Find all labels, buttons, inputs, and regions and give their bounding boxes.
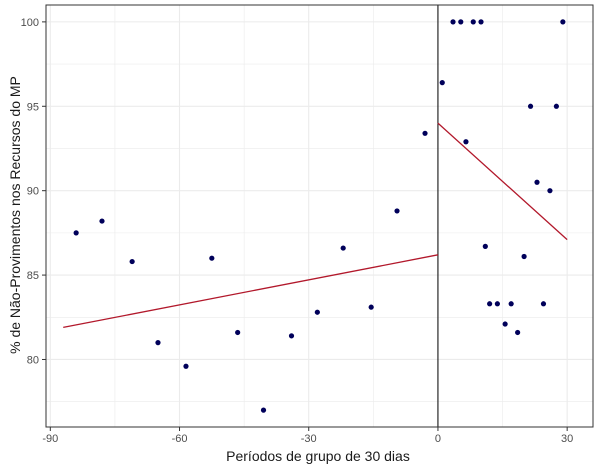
y-axis-ticks: 80 85 90 95 100 — [21, 17, 46, 366]
fit-lines — [63, 122, 568, 329]
data-point — [155, 340, 161, 346]
data-point — [422, 130, 428, 136]
data-point — [458, 19, 464, 25]
data-point — [340, 245, 346, 251]
data-point — [560, 19, 566, 25]
data-point — [209, 255, 215, 261]
data-point — [450, 19, 456, 25]
y-tick-label: 95 — [27, 101, 39, 113]
data-point — [494, 301, 500, 307]
data-point — [527, 103, 534, 109]
data-point — [129, 258, 135, 265]
data-point — [288, 333, 295, 339]
x-tick-label: 0 — [435, 433, 441, 445]
data-point — [439, 80, 445, 86]
data-point — [547, 188, 553, 194]
data-point — [260, 407, 267, 413]
y-axis-title: % de Não-Provimentos nos Recursos do MP — [7, 76, 23, 354]
data-point — [508, 301, 514, 307]
data-point — [515, 329, 521, 336]
x-tick-label: -30 — [301, 433, 317, 445]
y-tick-label: 80 — [27, 354, 39, 366]
data-point — [540, 301, 547, 307]
x-tick-label: -60 — [172, 433, 188, 445]
data-point — [534, 179, 540, 185]
fit-line-right — [437, 122, 568, 241]
data-points — [73, 19, 566, 413]
data-point — [521, 253, 527, 260]
data-point — [73, 230, 79, 236]
data-point — [502, 321, 508, 327]
data-point — [463, 139, 469, 145]
panel-border — [45, 4, 594, 428]
data-point — [482, 243, 488, 249]
fit-line-left — [63, 254, 439, 329]
data-point — [314, 309, 320, 315]
y-tick-label: 100 — [21, 17, 39, 29]
y-tick-label: 85 — [27, 270, 39, 282]
x-axis-ticks: -90 -60 -30 0 30 — [42, 427, 573, 445]
data-point — [478, 19, 484, 25]
data-point — [99, 218, 105, 224]
data-point — [470, 19, 476, 25]
y-tick-label: 90 — [27, 186, 39, 198]
data-point — [487, 301, 493, 307]
data-point — [235, 329, 241, 336]
data-point — [183, 363, 189, 369]
data-point — [368, 304, 374, 310]
x-tick-label: -90 — [42, 433, 58, 445]
data-point — [394, 208, 400, 214]
x-tick-label: 30 — [561, 433, 573, 445]
x-axis-title: Períodos de grupo de 30 dias — [226, 448, 410, 464]
data-point — [553, 103, 559, 109]
